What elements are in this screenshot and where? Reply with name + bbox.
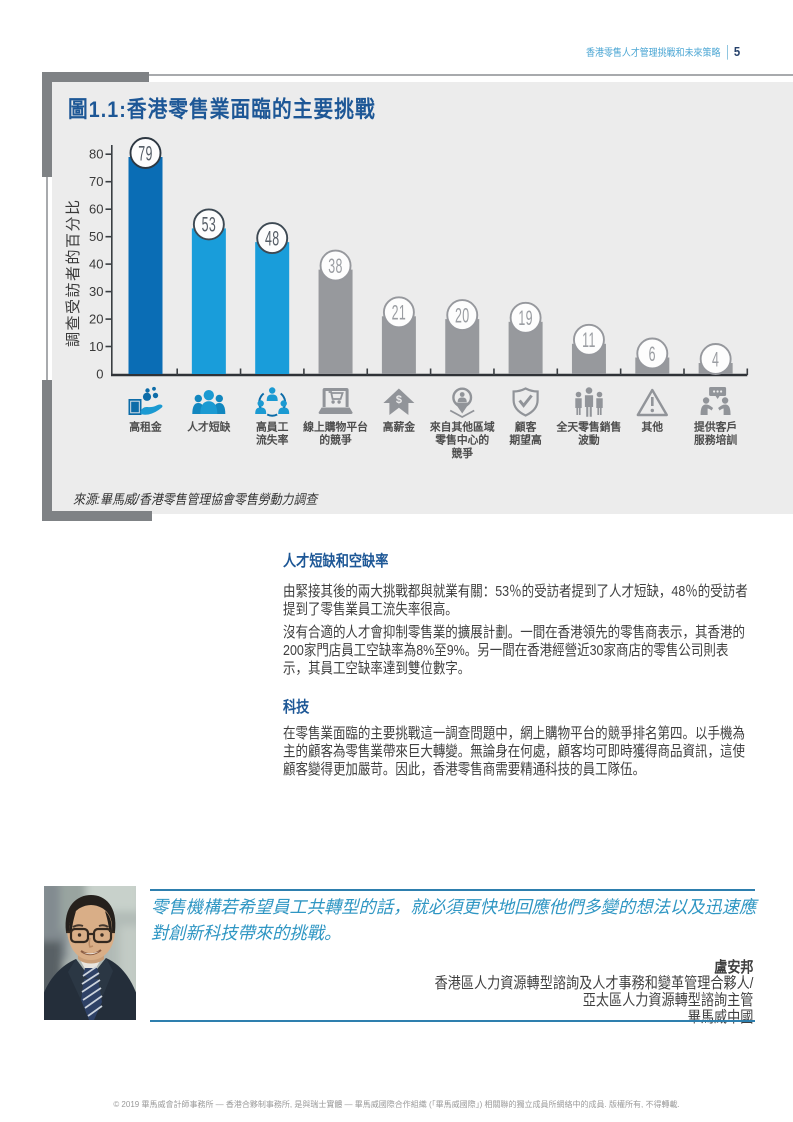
svg-text:19: 19	[518, 306, 532, 330]
svg-text:20: 20	[89, 312, 103, 327]
svg-text:60: 60	[89, 202, 103, 217]
svg-text:50: 50	[89, 229, 103, 244]
svg-text:的競爭: 的競爭	[319, 433, 352, 447]
svg-text:38: 38	[328, 253, 342, 277]
svg-text:21: 21	[392, 300, 406, 324]
svg-text:6: 6	[649, 341, 656, 365]
svg-text:波動: 波動	[578, 433, 600, 447]
svg-text:$: $	[396, 394, 402, 406]
svg-text:40: 40	[89, 257, 103, 272]
svg-text:70: 70	[89, 174, 103, 189]
svg-text:0: 0	[96, 367, 103, 382]
svg-text:流失率: 流失率	[256, 433, 289, 447]
svg-text:高員工: 高員工	[256, 420, 289, 434]
svg-text:服務培訓: 服務培訓	[694, 433, 737, 447]
svg-text:11: 11	[582, 328, 596, 352]
svg-text:零售中心的: 零售中心的	[434, 433, 489, 447]
svg-text:4: 4	[712, 347, 719, 371]
svg-text:來自其他區域: 來自其他區域	[430, 420, 495, 434]
svg-text:53: 53	[202, 212, 216, 236]
svg-text:線上購物平台: 線上購物平台	[303, 420, 368, 434]
svg-text:顧客: 顧客	[515, 420, 537, 434]
svg-text:人才短缺: 人才短缺	[187, 420, 230, 434]
svg-text:48: 48	[265, 226, 279, 250]
svg-text:調查受訪者的百分比: 調查受訪者的百分比	[65, 198, 82, 347]
svg-text:提供客戶: 提供客戶	[694, 420, 737, 434]
svg-text:高薪金: 高薪金	[383, 420, 416, 434]
svg-text:期望高: 期望高	[509, 433, 542, 447]
svg-text:全天零售銷售: 全天零售銷售	[556, 420, 622, 434]
svg-text:其他: 其他	[642, 420, 664, 434]
svg-text:79: 79	[138, 141, 152, 165]
svg-text:高租金: 高租金	[129, 420, 162, 434]
svg-text:30: 30	[89, 284, 103, 299]
svg-text:20: 20	[455, 303, 469, 327]
svg-text:80: 80	[89, 147, 103, 162]
svg-text:10: 10	[89, 339, 103, 354]
svg-text:競爭: 競爭	[451, 446, 473, 460]
